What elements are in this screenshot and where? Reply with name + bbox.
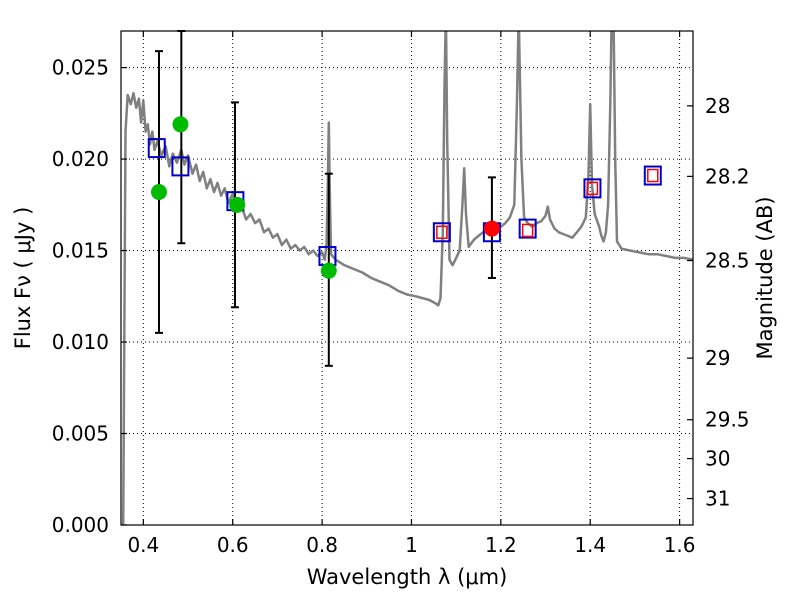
y-tick-label: 0.020 [52, 147, 109, 171]
right-tick-label: 30 [705, 447, 730, 471]
model-square [432, 222, 451, 243]
axes: 0.4 0.6 0.8 1 1.2 1.4 1.6 0.000 0.005 0.010 0.015 0… [52, 31, 750, 557]
x-tick-label: 0.6 [217, 533, 249, 557]
y-axis-label: Flux Fν ( μJy ) [11, 207, 35, 350]
model-square [583, 178, 602, 199]
x-tick-label: 1.2 [485, 533, 517, 557]
y-tick-label: 0.015 [52, 239, 109, 263]
x-tick-label: 0.8 [306, 533, 338, 557]
model-square [147, 138, 166, 159]
observed-point [483, 220, 500, 237]
synthetic-square [436, 225, 448, 240]
x-tick-label: 1.4 [574, 533, 606, 557]
y-tick-label: 0.000 [52, 513, 109, 537]
observed-point [320, 262, 337, 279]
right-tick-label: 31 [705, 487, 730, 511]
model-square [643, 165, 662, 186]
y-tick-label: 0.005 [52, 422, 109, 446]
plot-area [121, 30, 693, 525]
y-tick-label: 0.025 [52, 56, 109, 80]
sed-line [121, 31, 693, 525]
model-square [518, 218, 537, 239]
plot-frame [120, 30, 694, 526]
observed-point [172, 116, 189, 133]
synthetic-square [586, 181, 599, 196]
x-tick-label: 1.6 [664, 533, 696, 557]
synthetic-square [647, 168, 659, 183]
right-tick-label: 28 [705, 94, 730, 118]
observed-point [229, 196, 246, 213]
x-tick-label: 1 [405, 533, 418, 557]
x-axis-label: Wavelength λ (μm) [307, 565, 508, 589]
right-tick-label: 28.2 [705, 164, 750, 188]
grid [121, 31, 693, 526]
x-tick-label: 0.4 [127, 533, 159, 557]
y-tick-label: 0.010 [52, 330, 109, 354]
right-tick-label: 29 [705, 346, 730, 370]
model-square [171, 156, 190, 177]
y-axis-right-label: Magnitude (AB) [753, 196, 777, 359]
observed-point [150, 184, 167, 201]
synthetic-square [521, 223, 534, 238]
right-tick-label: 29.5 [705, 408, 750, 432]
right-tick-label: 28.5 [705, 249, 750, 273]
